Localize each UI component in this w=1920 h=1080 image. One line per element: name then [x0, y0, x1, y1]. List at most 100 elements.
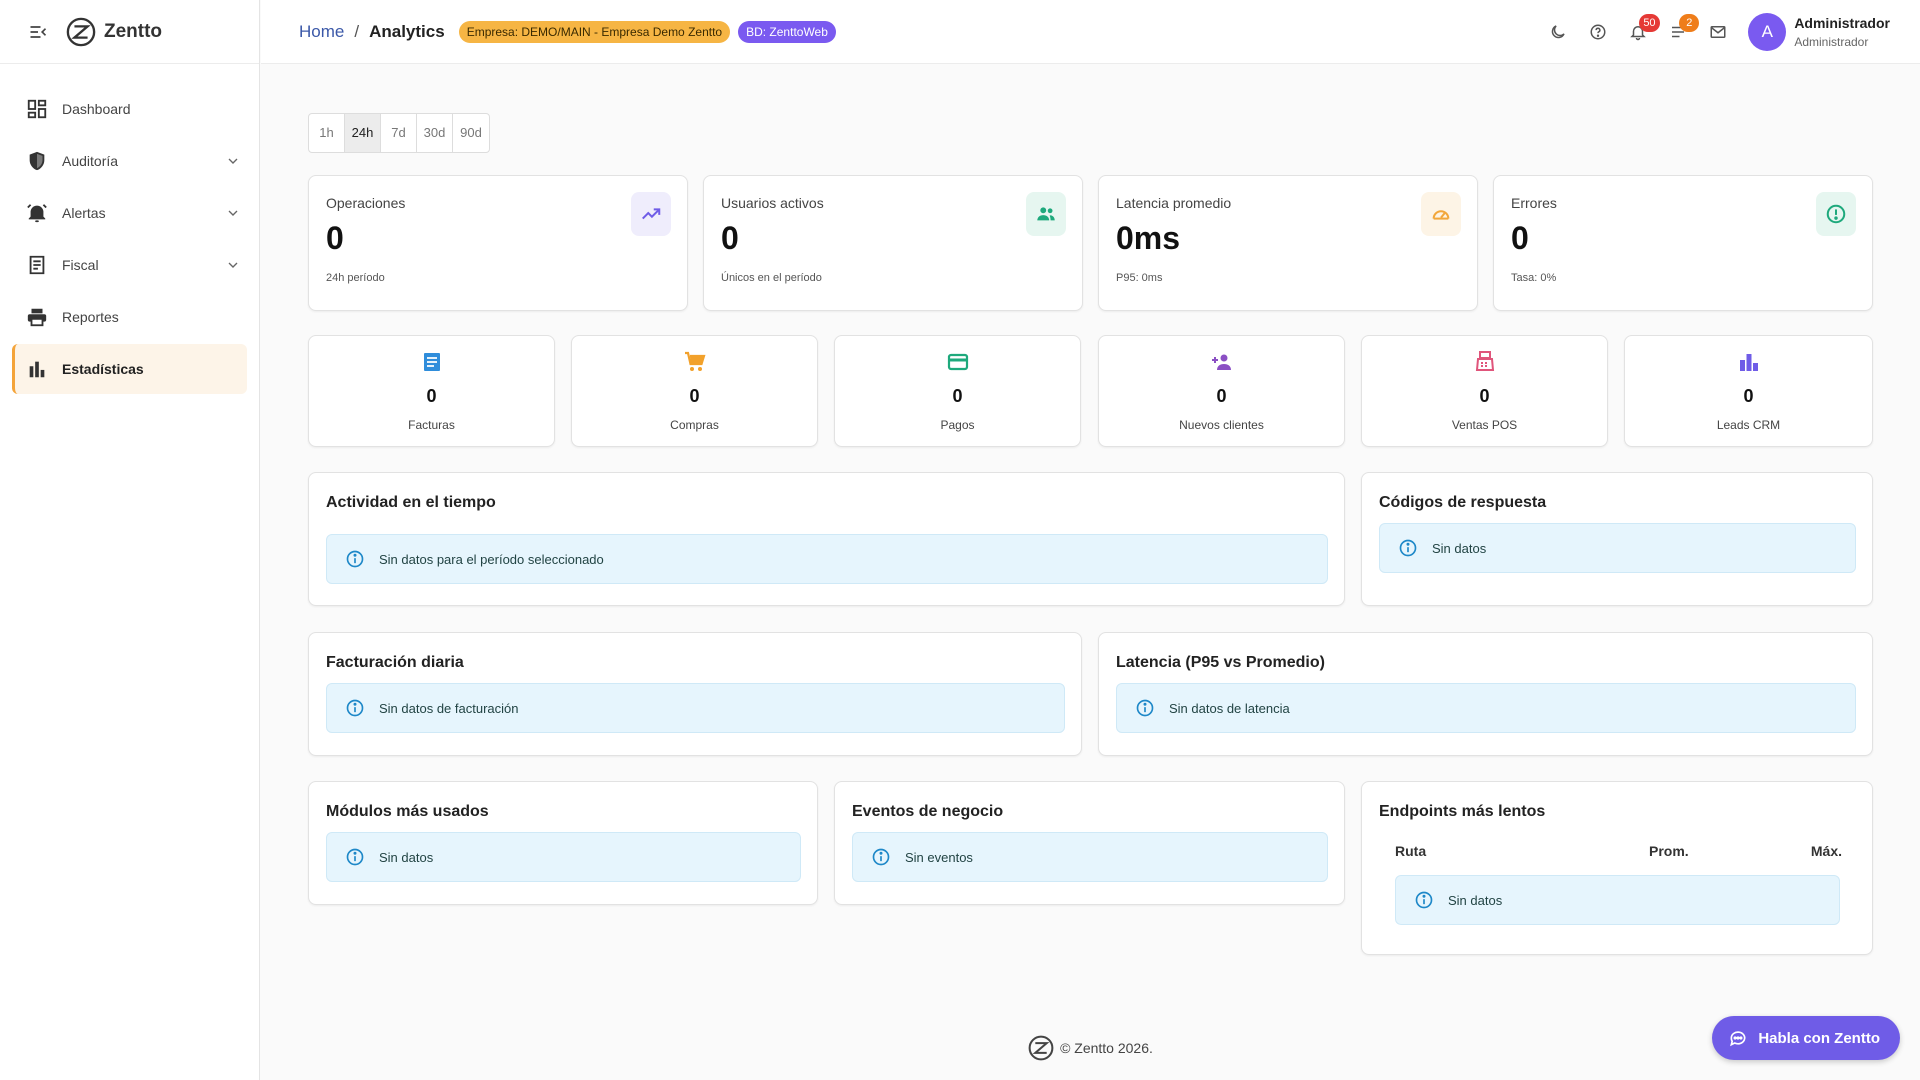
topbar: Home / Analytics Empresa: DEMO/MAIN - Em… [261, 0, 1920, 64]
chat-button-label: Habla con Zentto [1758, 1029, 1880, 1047]
empresa-chip[interactable]: Empresa: DEMO/MAIN - Empresa Demo Zentto [458, 20, 731, 43]
stat-value: 0 [426, 386, 437, 406]
theme-toggle-button[interactable] [1538, 12, 1578, 52]
chevron-down-icon[interactable] [225, 257, 241, 273]
sidebar-item-label: Alertas [62, 205, 106, 221]
period-option-24h[interactable]: 24h [345, 114, 381, 152]
sidebar-item-label: Reportes [62, 309, 119, 325]
breadcrumb-separator: / [354, 21, 360, 41]
trending-up-icon [642, 208, 661, 220]
tasks-badge: 2 [1679, 14, 1700, 32]
breadcrumb-current: Analytics [369, 21, 445, 41]
stat-card-compras: 0 Compras [571, 335, 818, 447]
stat-value: 0 [952, 386, 963, 406]
stat-label: Leads CRM [1716, 418, 1781, 432]
chat-button[interactable]: Habla con Zentto [1712, 1016, 1900, 1060]
notifications-badge: 50 [1639, 14, 1660, 32]
sidebar: Zentto Dashboard Auditoría Alertas Fisca… [0, 0, 260, 1080]
footer-text: © Zentto 2026. [1060, 1040, 1153, 1056]
panel-codigos-respuesta: Códigos de respuesta Sin datos [1361, 472, 1873, 606]
info-icon [1136, 699, 1154, 717]
tasks-button[interactable]: 2 [1658, 12, 1700, 52]
sidebar-item-label: Estadísticas [62, 361, 144, 377]
column-header-max: Máx. [1810, 843, 1842, 859]
people-icon [1037, 207, 1055, 221]
kpi-label: Usuarios activos [721, 195, 824, 211]
zentto-logo-icon[interactable] [66, 17, 96, 47]
stat-card-ventas-pos: 0 Ventas POS [1361, 335, 1608, 447]
empty-state-message: Sin datos [1432, 540, 1487, 556]
empty-state-message: Sin eventos [905, 849, 973, 865]
user-name: Administrador [1794, 14, 1890, 31]
breadcrumb-home[interactable]: Home [299, 21, 345, 41]
period-option-30d[interactable]: 30d [417, 114, 453, 152]
database-chip[interactable]: BD: ZenttoWeb [738, 20, 836, 43]
kpi-card-latencia: Latencia promedio 0ms P95: 0ms [1098, 175, 1478, 311]
kpi-icon-box [1026, 192, 1066, 236]
brand-name: Zentto [104, 20, 163, 42]
credit-card-icon [947, 353, 968, 371]
stat-value: 0 [1479, 386, 1490, 406]
main-content: 1h 24h 7d 30d 90d Operaciones 0 24h perí… [261, 65, 1920, 1080]
error-icon [1826, 204, 1846, 224]
period-option-1h[interactable]: 1h [309, 114, 345, 152]
printer-icon [27, 308, 47, 327]
help-button[interactable] [1578, 12, 1618, 52]
kpi-value: 0 [1511, 220, 1529, 256]
kpi-card-operaciones: Operaciones 0 24h período [308, 175, 688, 311]
messages-button[interactable] [1698, 12, 1738, 52]
kpi-label: Errores [1511, 195, 1557, 211]
empty-state-alert: Sin datos [1379, 523, 1856, 573]
sidebar-item-fiscal[interactable]: Fiscal [12, 240, 247, 290]
sidebar-nav: Dashboard Auditoría Alertas Fiscal Repor… [0, 64, 259, 394]
moon-icon [1552, 25, 1566, 39]
chevron-down-icon[interactable] [225, 153, 241, 169]
panel-title: Facturación diaria [326, 654, 464, 671]
empty-state-alert: Sin datos de latencia [1116, 683, 1856, 733]
leaderboard-icon [1739, 354, 1758, 371]
empty-state-message: Sin datos para el período seleccionado [379, 551, 604, 567]
panel-title: Eventos de negocio [852, 803, 1004, 820]
menu-collapse-icon[interactable] [28, 22, 48, 42]
kpi-sub: Tasa: 0% [1511, 272, 1557, 284]
sidebar-item-auditoria[interactable]: Auditoría [12, 136, 247, 186]
user-info[interactable]: Administrador Administrador [1794, 15, 1890, 49]
dashboard-icon [27, 99, 47, 119]
shield-icon [29, 151, 45, 171]
stat-card-facturas: 0 Facturas [308, 335, 555, 447]
panel-modulos: Módulos más usados Sin datos [308, 781, 818, 905]
panel-title: Códigos de respuesta [1379, 494, 1547, 511]
info-icon [346, 848, 364, 866]
footer: © Zentto 2026. [261, 1035, 1920, 1061]
avatar[interactable]: A [1748, 13, 1787, 51]
period-selector: 1h 24h 7d 30d 90d [308, 113, 490, 153]
panel-title: Módulos más usados [326, 803, 489, 820]
help-icon [1590, 24, 1606, 40]
mail-icon [1710, 26, 1726, 38]
kpi-sub: 24h período [326, 272, 385, 284]
top-actions: 50 2 A Administrador Administrador [1538, 0, 1920, 64]
sidebar-item-reportes[interactable]: Reportes [12, 292, 247, 342]
chevron-down-icon[interactable] [225, 205, 241, 221]
period-option-90d[interactable]: 90d [460, 125, 482, 140]
sidebar-item-estadisticas[interactable]: Estadísticas [12, 344, 247, 394]
column-header-ruta: Ruta [1395, 843, 1427, 859]
receipt-icon [29, 255, 45, 275]
sidebar-item-dashboard[interactable]: Dashboard [12, 84, 247, 134]
stat-card-nuevos-clientes: 0 Nuevos clientes [1098, 335, 1345, 447]
stat-label: Facturas [408, 418, 455, 432]
user-role: Administrador [1794, 34, 1869, 49]
kpi-sub: P95: 0ms [1116, 272, 1163, 284]
sidebar-item-alertas[interactable]: Alertas [12, 188, 247, 238]
stat-label: Compras [670, 418, 719, 432]
panel-facturacion-diaria: Facturación diaria Sin datos de facturac… [308, 632, 1082, 756]
kpi-card-usuarios: Usuarios activos 0 Únicos en el período [703, 175, 1083, 311]
empty-state-message: Sin datos [379, 849, 434, 865]
panel-title: Endpoints más lentos [1379, 803, 1546, 820]
stat-card-pagos: 0 Pagos [834, 335, 1081, 447]
period-option-7d[interactable]: 7d [381, 114, 417, 152]
kpi-label: Latencia promedio [1116, 195, 1232, 211]
notifications-button[interactable]: 50 [1618, 12, 1660, 52]
stat-label: Ventas POS [1451, 418, 1518, 432]
kpi-value: 0 [721, 220, 739, 256]
